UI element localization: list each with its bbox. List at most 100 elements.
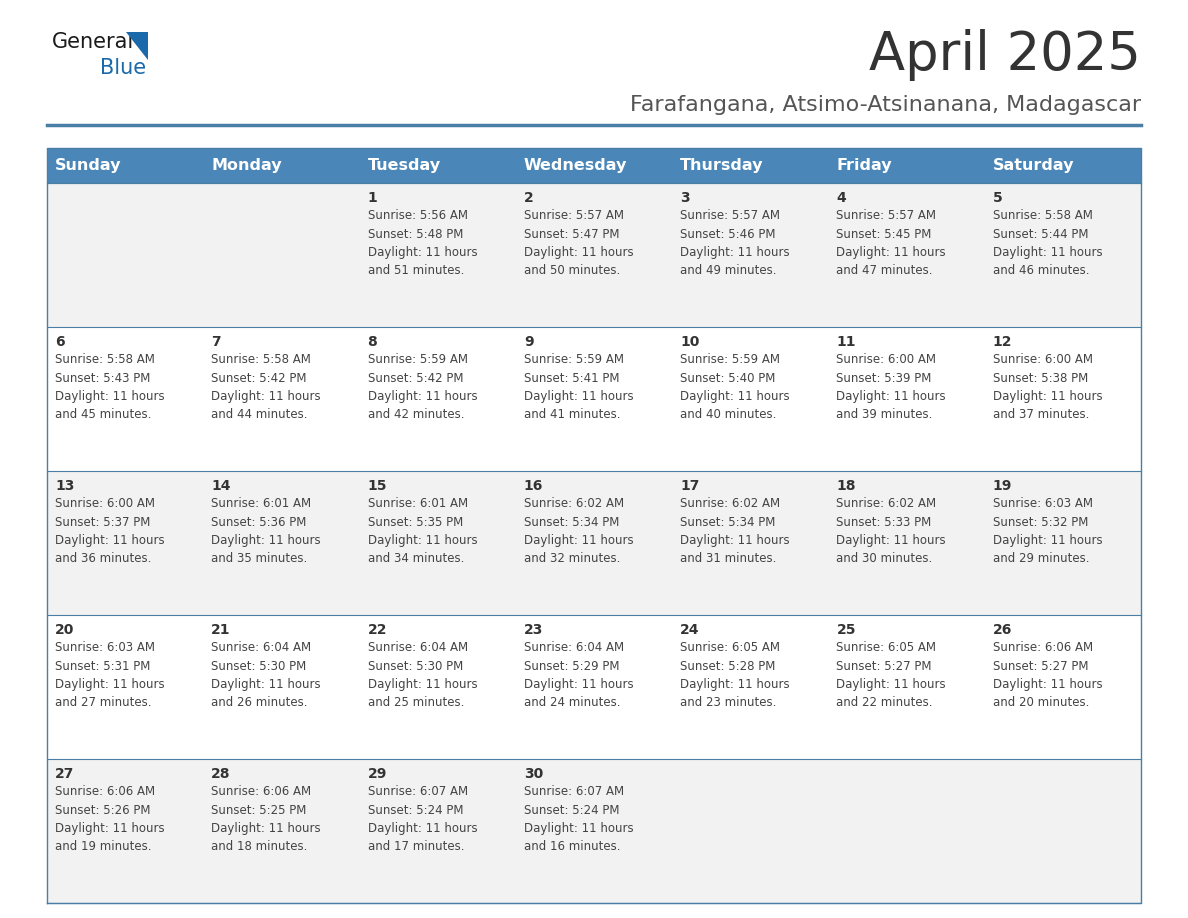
Text: Sunrise: 6:00 AM
Sunset: 5:38 PM
Daylight: 11 hours
and 37 minutes.: Sunrise: 6:00 AM Sunset: 5:38 PM Dayligh… xyxy=(993,353,1102,421)
Text: Wednesday: Wednesday xyxy=(524,158,627,173)
Text: Blue: Blue xyxy=(100,58,146,78)
Bar xyxy=(985,183,1140,327)
Text: Sunrise: 6:01 AM
Sunset: 5:36 PM
Daylight: 11 hours
and 35 minutes.: Sunrise: 6:01 AM Sunset: 5:36 PM Dayligh… xyxy=(211,497,321,565)
Bar xyxy=(360,327,516,471)
Bar xyxy=(203,327,360,471)
Text: 14: 14 xyxy=(211,479,230,493)
Text: Sunrise: 6:05 AM
Sunset: 5:27 PM
Daylight: 11 hours
and 22 minutes.: Sunrise: 6:05 AM Sunset: 5:27 PM Dayligh… xyxy=(836,641,946,710)
Bar xyxy=(48,148,203,183)
Text: 9: 9 xyxy=(524,335,533,349)
Text: General: General xyxy=(52,32,134,52)
Text: 1: 1 xyxy=(367,191,378,205)
Text: 4: 4 xyxy=(836,191,846,205)
Bar xyxy=(48,327,203,471)
Text: 24: 24 xyxy=(681,623,700,637)
Bar xyxy=(516,148,672,183)
Bar xyxy=(203,615,360,759)
Bar xyxy=(48,759,203,903)
Text: Sunrise: 6:07 AM
Sunset: 5:24 PM
Daylight: 11 hours
and 16 minutes.: Sunrise: 6:07 AM Sunset: 5:24 PM Dayligh… xyxy=(524,785,633,854)
Text: 27: 27 xyxy=(55,767,75,781)
Text: 18: 18 xyxy=(836,479,855,493)
Text: Sunrise: 5:57 AM
Sunset: 5:46 PM
Daylight: 11 hours
and 49 minutes.: Sunrise: 5:57 AM Sunset: 5:46 PM Dayligh… xyxy=(681,209,790,277)
Bar xyxy=(985,759,1140,903)
Bar xyxy=(828,615,985,759)
Text: 13: 13 xyxy=(55,479,75,493)
Text: Sunrise: 6:03 AM
Sunset: 5:31 PM
Daylight: 11 hours
and 27 minutes.: Sunrise: 6:03 AM Sunset: 5:31 PM Dayligh… xyxy=(55,641,165,710)
Text: Sunrise: 6:03 AM
Sunset: 5:32 PM
Daylight: 11 hours
and 29 minutes.: Sunrise: 6:03 AM Sunset: 5:32 PM Dayligh… xyxy=(993,497,1102,565)
Text: Monday: Monday xyxy=(211,158,282,173)
Bar xyxy=(203,183,360,327)
Text: 7: 7 xyxy=(211,335,221,349)
Text: Farafangana, Atsimo-Atsinanana, Madagascar: Farafangana, Atsimo-Atsinanana, Madagasc… xyxy=(630,95,1140,115)
Bar xyxy=(516,615,672,759)
Text: Sunrise: 6:00 AM
Sunset: 5:39 PM
Daylight: 11 hours
and 39 minutes.: Sunrise: 6:00 AM Sunset: 5:39 PM Dayligh… xyxy=(836,353,946,421)
Bar xyxy=(985,615,1140,759)
Text: Sunrise: 6:00 AM
Sunset: 5:37 PM
Daylight: 11 hours
and 36 minutes.: Sunrise: 6:00 AM Sunset: 5:37 PM Dayligh… xyxy=(55,497,165,565)
Text: Friday: Friday xyxy=(836,158,892,173)
Bar xyxy=(672,615,828,759)
Text: Sunrise: 6:05 AM
Sunset: 5:28 PM
Daylight: 11 hours
and 23 minutes.: Sunrise: 6:05 AM Sunset: 5:28 PM Dayligh… xyxy=(681,641,790,710)
Bar xyxy=(672,471,828,615)
Text: Sunday: Sunday xyxy=(55,158,121,173)
Text: 26: 26 xyxy=(993,623,1012,637)
Text: 21: 21 xyxy=(211,623,230,637)
Bar xyxy=(203,148,360,183)
Bar xyxy=(360,615,516,759)
Text: Sunrise: 6:06 AM
Sunset: 5:25 PM
Daylight: 11 hours
and 18 minutes.: Sunrise: 6:06 AM Sunset: 5:25 PM Dayligh… xyxy=(211,785,321,854)
Text: Tuesday: Tuesday xyxy=(367,158,441,173)
Text: Sunrise: 5:58 AM
Sunset: 5:44 PM
Daylight: 11 hours
and 46 minutes.: Sunrise: 5:58 AM Sunset: 5:44 PM Dayligh… xyxy=(993,209,1102,277)
Bar xyxy=(360,183,516,327)
Text: 17: 17 xyxy=(681,479,700,493)
Text: Sunrise: 6:04 AM
Sunset: 5:30 PM
Daylight: 11 hours
and 26 minutes.: Sunrise: 6:04 AM Sunset: 5:30 PM Dayligh… xyxy=(211,641,321,710)
Text: 15: 15 xyxy=(367,479,387,493)
Bar xyxy=(672,759,828,903)
Bar xyxy=(672,148,828,183)
Bar xyxy=(516,471,672,615)
Bar xyxy=(48,615,203,759)
Text: Sunrise: 6:04 AM
Sunset: 5:29 PM
Daylight: 11 hours
and 24 minutes.: Sunrise: 6:04 AM Sunset: 5:29 PM Dayligh… xyxy=(524,641,633,710)
Text: 23: 23 xyxy=(524,623,543,637)
Text: 10: 10 xyxy=(681,335,700,349)
Bar xyxy=(985,327,1140,471)
Bar xyxy=(48,471,203,615)
Text: 20: 20 xyxy=(55,623,75,637)
Text: Sunrise: 5:57 AM
Sunset: 5:47 PM
Daylight: 11 hours
and 50 minutes.: Sunrise: 5:57 AM Sunset: 5:47 PM Dayligh… xyxy=(524,209,633,277)
Text: Sunrise: 6:02 AM
Sunset: 5:34 PM
Daylight: 11 hours
and 32 minutes.: Sunrise: 6:02 AM Sunset: 5:34 PM Dayligh… xyxy=(524,497,633,565)
Text: 25: 25 xyxy=(836,623,855,637)
Bar xyxy=(828,148,985,183)
Text: Sunrise: 6:07 AM
Sunset: 5:24 PM
Daylight: 11 hours
and 17 minutes.: Sunrise: 6:07 AM Sunset: 5:24 PM Dayligh… xyxy=(367,785,478,854)
Text: Sunrise: 5:56 AM
Sunset: 5:48 PM
Daylight: 11 hours
and 51 minutes.: Sunrise: 5:56 AM Sunset: 5:48 PM Dayligh… xyxy=(367,209,478,277)
Text: April 2025: April 2025 xyxy=(870,29,1140,81)
Text: Sunrise: 5:58 AM
Sunset: 5:42 PM
Daylight: 11 hours
and 44 minutes.: Sunrise: 5:58 AM Sunset: 5:42 PM Dayligh… xyxy=(211,353,321,421)
Text: 19: 19 xyxy=(993,479,1012,493)
Bar xyxy=(985,471,1140,615)
Text: Sunrise: 6:01 AM
Sunset: 5:35 PM
Daylight: 11 hours
and 34 minutes.: Sunrise: 6:01 AM Sunset: 5:35 PM Dayligh… xyxy=(367,497,478,565)
Bar xyxy=(985,148,1140,183)
Text: Sunrise: 5:59 AM
Sunset: 5:41 PM
Daylight: 11 hours
and 41 minutes.: Sunrise: 5:59 AM Sunset: 5:41 PM Dayligh… xyxy=(524,353,633,421)
Text: Sunrise: 5:59 AM
Sunset: 5:40 PM
Daylight: 11 hours
and 40 minutes.: Sunrise: 5:59 AM Sunset: 5:40 PM Dayligh… xyxy=(681,353,790,421)
Text: 8: 8 xyxy=(367,335,378,349)
Text: Sunrise: 5:57 AM
Sunset: 5:45 PM
Daylight: 11 hours
and 47 minutes.: Sunrise: 5:57 AM Sunset: 5:45 PM Dayligh… xyxy=(836,209,946,277)
Bar xyxy=(672,183,828,327)
Polygon shape xyxy=(126,32,148,60)
Bar xyxy=(360,471,516,615)
Text: 5: 5 xyxy=(993,191,1003,205)
Text: 16: 16 xyxy=(524,479,543,493)
Text: Sunrise: 6:04 AM
Sunset: 5:30 PM
Daylight: 11 hours
and 25 minutes.: Sunrise: 6:04 AM Sunset: 5:30 PM Dayligh… xyxy=(367,641,478,710)
Text: Sunrise: 5:59 AM
Sunset: 5:42 PM
Daylight: 11 hours
and 42 minutes.: Sunrise: 5:59 AM Sunset: 5:42 PM Dayligh… xyxy=(367,353,478,421)
Text: Sunrise: 6:06 AM
Sunset: 5:26 PM
Daylight: 11 hours
and 19 minutes.: Sunrise: 6:06 AM Sunset: 5:26 PM Dayligh… xyxy=(55,785,165,854)
Bar xyxy=(203,759,360,903)
Bar xyxy=(360,148,516,183)
Text: 28: 28 xyxy=(211,767,230,781)
Text: 2: 2 xyxy=(524,191,533,205)
Bar xyxy=(516,183,672,327)
Bar xyxy=(48,183,203,327)
Text: Sunrise: 6:06 AM
Sunset: 5:27 PM
Daylight: 11 hours
and 20 minutes.: Sunrise: 6:06 AM Sunset: 5:27 PM Dayligh… xyxy=(993,641,1102,710)
Bar xyxy=(516,327,672,471)
Bar xyxy=(828,759,985,903)
Text: Sunrise: 5:58 AM
Sunset: 5:43 PM
Daylight: 11 hours
and 45 minutes.: Sunrise: 5:58 AM Sunset: 5:43 PM Dayligh… xyxy=(55,353,165,421)
Text: 30: 30 xyxy=(524,767,543,781)
Bar xyxy=(828,471,985,615)
Bar xyxy=(360,759,516,903)
Bar xyxy=(828,183,985,327)
